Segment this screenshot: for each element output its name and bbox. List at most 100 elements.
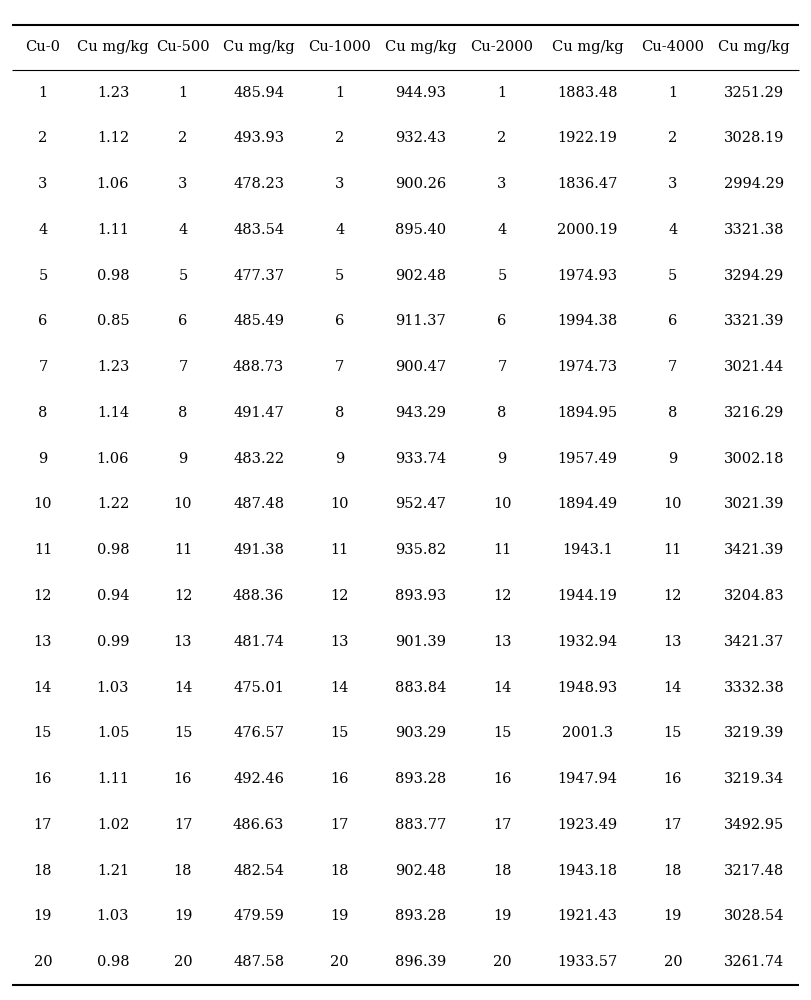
Text: 6: 6: [178, 314, 187, 328]
Text: 883.84: 883.84: [395, 681, 447, 695]
Text: 20: 20: [330, 955, 349, 969]
Text: 14: 14: [493, 681, 511, 695]
Text: 483.54: 483.54: [233, 223, 284, 237]
Text: 1932.94: 1932.94: [557, 635, 617, 649]
Text: 1.21: 1.21: [97, 864, 129, 878]
Text: 17: 17: [34, 818, 52, 832]
Text: 6: 6: [38, 314, 48, 328]
Text: 911.37: 911.37: [396, 314, 446, 328]
Text: 10: 10: [174, 497, 192, 511]
Text: 900.26: 900.26: [395, 177, 447, 191]
Text: 3002.18: 3002.18: [723, 452, 784, 466]
Text: 10: 10: [493, 497, 511, 511]
Text: 20: 20: [33, 955, 52, 969]
Text: 1.11: 1.11: [97, 223, 129, 237]
Text: Cu-500: Cu-500: [157, 40, 210, 54]
Text: 1.02: 1.02: [97, 818, 129, 832]
Text: 1836.47: 1836.47: [557, 177, 618, 191]
Text: Cu mg/kg: Cu mg/kg: [719, 40, 790, 54]
Text: 12: 12: [174, 589, 192, 603]
Text: 487.58: 487.58: [233, 955, 284, 969]
Text: 6: 6: [668, 314, 677, 328]
Text: 3028.19: 3028.19: [723, 131, 784, 145]
Text: 15: 15: [493, 726, 511, 740]
Text: 8: 8: [497, 406, 507, 420]
Text: 15: 15: [174, 726, 192, 740]
Text: 1.14: 1.14: [97, 406, 129, 420]
Text: 883.77: 883.77: [395, 818, 447, 832]
Text: 2: 2: [178, 131, 187, 145]
Text: 492.46: 492.46: [233, 772, 284, 786]
Text: 3421.37: 3421.37: [724, 635, 784, 649]
Text: Cu-4000: Cu-4000: [642, 40, 704, 54]
Text: 18: 18: [174, 864, 192, 878]
Text: 15: 15: [34, 726, 52, 740]
Text: 9: 9: [668, 452, 677, 466]
Text: 9: 9: [497, 452, 507, 466]
Text: 952.47: 952.47: [396, 497, 446, 511]
Text: 11: 11: [663, 543, 682, 557]
Text: 2: 2: [497, 131, 507, 145]
Text: 943.29: 943.29: [396, 406, 446, 420]
Text: 3: 3: [178, 177, 187, 191]
Text: Cu mg/kg: Cu mg/kg: [385, 40, 457, 54]
Text: 3217.48: 3217.48: [724, 864, 784, 878]
Text: 487.48: 487.48: [233, 497, 284, 511]
Text: 1921.43: 1921.43: [557, 909, 617, 923]
Text: 20: 20: [174, 955, 192, 969]
Text: 0.85: 0.85: [97, 314, 129, 328]
Text: 7: 7: [668, 360, 677, 374]
Text: 1957.49: 1957.49: [557, 452, 617, 466]
Text: 479.59: 479.59: [233, 909, 284, 923]
Text: 9: 9: [38, 452, 48, 466]
Text: 8: 8: [668, 406, 677, 420]
Text: 16: 16: [663, 772, 682, 786]
Text: 3028.54: 3028.54: [723, 909, 784, 923]
Text: 7: 7: [178, 360, 187, 374]
Text: 1.06: 1.06: [97, 177, 129, 191]
Text: 3021.44: 3021.44: [724, 360, 784, 374]
Text: 8: 8: [335, 406, 345, 420]
Text: 11: 11: [174, 543, 192, 557]
Text: 0.99: 0.99: [97, 635, 129, 649]
Text: Cu mg/kg: Cu mg/kg: [551, 40, 623, 54]
Text: 903.29: 903.29: [395, 726, 446, 740]
Text: 1.23: 1.23: [97, 86, 129, 100]
Text: 18: 18: [34, 864, 52, 878]
Text: 481.74: 481.74: [233, 635, 284, 649]
Text: 488.73: 488.73: [233, 360, 284, 374]
Text: 10: 10: [330, 497, 349, 511]
Text: 491.47: 491.47: [234, 406, 284, 420]
Text: 3219.34: 3219.34: [724, 772, 784, 786]
Text: 933.74: 933.74: [395, 452, 446, 466]
Text: 3261.74: 3261.74: [724, 955, 784, 969]
Text: 3421.39: 3421.39: [724, 543, 784, 557]
Text: 13: 13: [34, 635, 52, 649]
Text: 12: 12: [663, 589, 682, 603]
Text: 19: 19: [174, 909, 192, 923]
Text: 5: 5: [335, 269, 345, 283]
Text: 902.48: 902.48: [395, 864, 446, 878]
Text: 2001.3: 2001.3: [562, 726, 613, 740]
Text: 1944.19: 1944.19: [557, 589, 617, 603]
Text: 491.38: 491.38: [233, 543, 284, 557]
Text: 1948.93: 1948.93: [557, 681, 617, 695]
Text: 0.98: 0.98: [97, 955, 129, 969]
Text: 1.05: 1.05: [97, 726, 129, 740]
Text: 17: 17: [331, 818, 349, 832]
Text: 893.28: 893.28: [395, 909, 447, 923]
Text: 3492.95: 3492.95: [724, 818, 784, 832]
Text: 1: 1: [38, 86, 48, 100]
Text: 2994.29: 2994.29: [724, 177, 784, 191]
Text: 1.12: 1.12: [97, 131, 129, 145]
Text: 2000.19: 2000.19: [557, 223, 618, 237]
Text: 1: 1: [497, 86, 507, 100]
Text: 1883.48: 1883.48: [557, 86, 618, 100]
Text: 5: 5: [497, 269, 507, 283]
Text: 4: 4: [497, 223, 507, 237]
Text: 893.28: 893.28: [395, 772, 447, 786]
Text: 1.03: 1.03: [97, 909, 129, 923]
Text: 0.94: 0.94: [97, 589, 129, 603]
Text: 7: 7: [38, 360, 48, 374]
Text: 10: 10: [34, 497, 52, 511]
